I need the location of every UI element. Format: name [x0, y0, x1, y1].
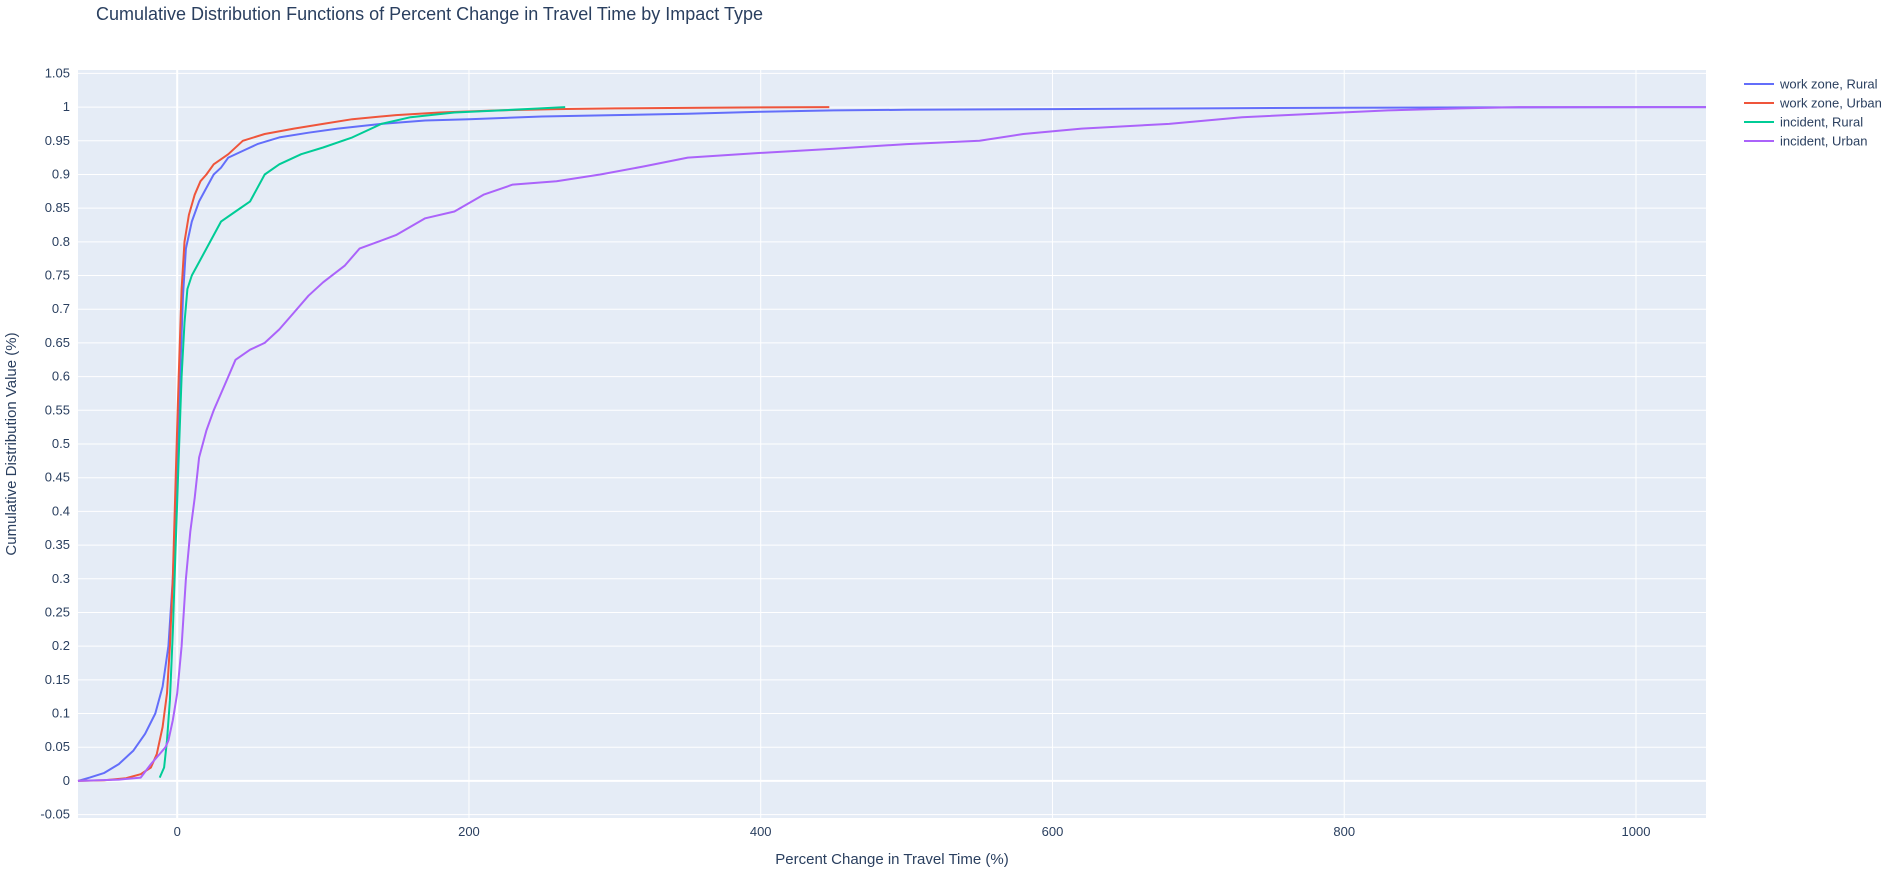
- series-lines: [77, 106, 1707, 782]
- y-axis-title: Cumulative Distribution Value (%): [3, 332, 20, 555]
- x-axis-title: Percent Change in Travel Time (%): [775, 851, 1008, 868]
- grid-lines: [78, 70, 1706, 818]
- axis-ticks: -0.05 0 0.05 0.1 0.15 0.2 0.25 0.3 0.35 0.4 0.45 0.…: [40, 65, 1650, 839]
- y-tick-label: 0.3: [52, 571, 70, 586]
- y-tick-label: 0.85: [45, 200, 70, 215]
- y-tick-label: 0.45: [45, 470, 70, 485]
- chart-title: Cumulative Distribution Functions of Per…: [96, 4, 763, 24]
- y-tick-label: 1: [63, 99, 70, 114]
- y-tick-label: 0: [63, 773, 70, 788]
- y-tick-label: 0.75: [45, 268, 70, 283]
- y-tick-label: 1.05: [45, 65, 70, 80]
- y-tick-label: 0.35: [45, 537, 70, 552]
- y-tick-label: 0.9: [52, 166, 70, 181]
- y-tick-label: 0.8: [52, 234, 70, 249]
- legend-label-work-zone-urban: work zone, Urban: [1779, 96, 1882, 111]
- y-tick-label: 0.55: [45, 402, 70, 417]
- x-tick-label: 600: [1042, 824, 1064, 839]
- x-tick-label: 1000: [1622, 824, 1651, 839]
- legend-label-incident-rural: incident, Rural: [1780, 115, 1863, 130]
- y-tick-label: 0.05: [45, 739, 70, 754]
- y-tick-label: 0.5: [52, 436, 70, 451]
- y-tick-label: 0.25: [45, 604, 70, 619]
- series-line-work-zone-rural: [77, 106, 1707, 782]
- legend-label-work-zone-rural: work zone, Rural: [1779, 77, 1878, 92]
- y-tick-label: 0.15: [45, 672, 70, 687]
- x-tick-label: 400: [750, 824, 772, 839]
- y-tick-label: 0.65: [45, 335, 70, 350]
- x-tick-label: 0: [174, 824, 181, 839]
- y-tick-label: 0.6: [52, 369, 70, 384]
- y-tick-label: 0.1: [52, 706, 70, 721]
- x-tick-label: 200: [458, 824, 480, 839]
- y-tick-label: 0.7: [52, 301, 70, 316]
- y-tick-label: 0.95: [45, 133, 70, 148]
- y-tick-label: 0.4: [52, 503, 70, 518]
- series-line-incident-urban: [77, 106, 1706, 782]
- series-line-work-zone-urban: [77, 106, 830, 782]
- series-line-incident-rural: [158, 106, 566, 778]
- legend: work zone, Rural work zone, Urban incident…: [1744, 77, 1882, 149]
- legend-label-incident-urban: incident, Urban: [1780, 134, 1867, 149]
- y-tick-label: -0.05: [40, 807, 70, 822]
- y-tick-label: 0.2: [52, 638, 70, 653]
- x-tick-label: 800: [1333, 824, 1355, 839]
